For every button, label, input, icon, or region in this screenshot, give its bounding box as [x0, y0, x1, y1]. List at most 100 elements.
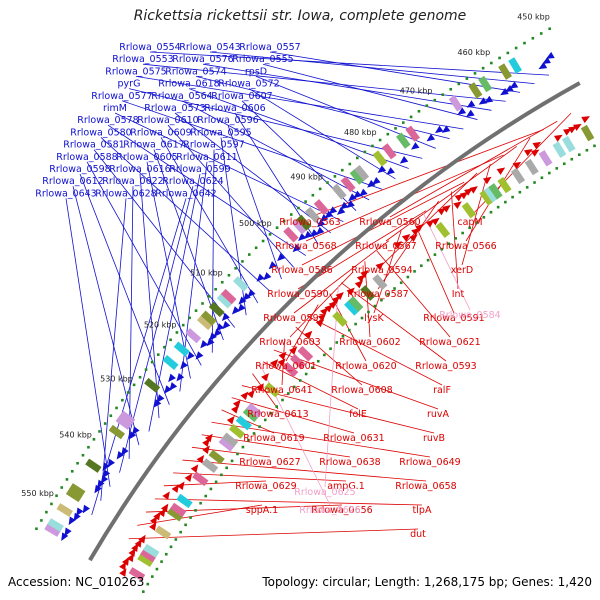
- inner-tick-dot: [426, 258, 430, 262]
- inner-tick-dot: [578, 153, 581, 156]
- forward-gene-label: Rrlowa_0554: [119, 42, 180, 53]
- outer-tick-dot: [234, 267, 237, 270]
- outer-tick-dot: [348, 162, 352, 166]
- outer-tick-dot: [457, 82, 461, 86]
- reverse-gene-arrow: [196, 454, 205, 464]
- reverse-cog-block: [228, 423, 245, 439]
- reverse-gene-arrow: [270, 359, 279, 368]
- reverse-cog-block: [524, 158, 539, 176]
- forward-gene-arrow: [304, 230, 313, 239]
- reverse-gene-label: Rrlowa_0627: [239, 457, 300, 468]
- reverse-gene-arrow: [459, 191, 469, 200]
- forward-gene-arrow: [100, 475, 109, 484]
- forward-gene-arrow: [238, 296, 247, 305]
- reverse-gene-arrow: [240, 391, 249, 400]
- reverse-leader-line: [231, 397, 355, 434]
- forward-gene-label: Rrlowa_0628: [95, 188, 156, 199]
- forward-gene-label: Rrlowa_0605: [116, 152, 177, 163]
- reverse-gene-label: Rrlowa_0592: [263, 313, 324, 324]
- forward-gene-arrow: [426, 133, 436, 142]
- reverse-gene-arrow: [464, 188, 473, 196]
- outer-tick-dot: [417, 109, 421, 113]
- reverse-gene-label: Rrlowa_0629: [235, 481, 296, 492]
- inner-tick-dot: [380, 298, 383, 302]
- reverse-cog-block: [488, 183, 503, 200]
- forward-cog-block: [498, 63, 512, 80]
- forward-leader-line: [160, 137, 259, 304]
- outer-tick-dot: [201, 302, 204, 305]
- reverse-gene-arrow: [573, 123, 582, 131]
- forward-gene-arrow: [176, 372, 185, 382]
- reverse-cog-block: [332, 311, 348, 327]
- inner-tick-dot: [236, 452, 239, 456]
- reverse-gene-arrow: [119, 561, 127, 571]
- reverse-gene-label: Rrlowa_0603: [259, 337, 320, 348]
- reverse-gene-label: Rrlowa_0567: [355, 241, 416, 252]
- reverse-gene-arrow: [261, 373, 270, 382]
- outer-tick-dot: [498, 56, 501, 60]
- forward-gene-label: Rrlowa_0597: [183, 140, 244, 151]
- reverse-gene-arrow: [415, 223, 424, 232]
- reverse-gene-arrow: [131, 543, 139, 552]
- reverse-gene-arrow: [256, 383, 264, 392]
- inner-tick-dot: [525, 186, 529, 189]
- reverse-gene-arrow: [401, 233, 411, 242]
- forward-gene-arrow: [542, 56, 551, 64]
- reverse-gene-label: ampG.1: [327, 481, 365, 492]
- reverse-gene-arrow: [278, 351, 287, 360]
- inner-tick-dot: [454, 237, 457, 240]
- kbp-tick-label: 490 kbp: [290, 172, 323, 181]
- reverse-gene-label: ralF: [433, 385, 451, 396]
- inner-tick-dot: [160, 560, 163, 563]
- reverse-cog-block: [201, 458, 219, 474]
- inner-tick-dot: [252, 432, 256, 435]
- reverse-gene-arrow: [425, 219, 435, 228]
- inner-tick-dot: [263, 418, 267, 422]
- forward-gene-arrow: [61, 532, 69, 541]
- forward-leader-line: [72, 186, 140, 446]
- reverse-gene-label: lysK: [364, 313, 384, 324]
- outer-tick-dot: [514, 46, 518, 50]
- inner-tick-dot: [373, 304, 377, 308]
- forward-leader-line: [139, 173, 160, 419]
- reverse-cog-block: [497, 176, 512, 194]
- forward-leader-line: [107, 124, 307, 256]
- outer-tick-dot: [188, 316, 191, 320]
- reverse-cog-block: [580, 124, 595, 142]
- reverse-leader-line: [297, 210, 427, 290]
- outer-tick-dot: [506, 51, 510, 55]
- reverse-cog-block: [561, 135, 576, 153]
- outer-tick-dot: [378, 138, 382, 142]
- outer-tick-dot: [425, 104, 429, 107]
- reverse-gene-arrow: [393, 241, 402, 249]
- reverse-cog-block: [461, 202, 477, 219]
- forward-leader-line: [167, 124, 294, 268]
- inner-tick-dot: [420, 264, 423, 268]
- reverse-gene-arrow: [153, 511, 161, 521]
- forward-gene-arrow: [353, 190, 362, 199]
- inner-tick-dot: [489, 210, 493, 214]
- inner-tick-dot: [304, 372, 308, 376]
- outer-tick-dot: [50, 502, 53, 506]
- forward-leader-line: [188, 88, 409, 169]
- outer-tick-dot: [60, 486, 64, 489]
- inner-tick-dot: [155, 567, 159, 571]
- outer-tick-dot: [55, 494, 58, 497]
- reverse-leader-line: [389, 120, 558, 218]
- inner-tick-dot: [341, 334, 345, 338]
- kbp-tick-label: 480 kbp: [344, 128, 377, 137]
- reverse-gene-arrow: [335, 292, 344, 301]
- reverse-leader-line: [289, 271, 354, 338]
- outer-tick-dot: [156, 353, 160, 356]
- forward-gene-arrow: [509, 81, 519, 89]
- forward-gene-arrow: [466, 109, 475, 118]
- forward-gene-arrow: [76, 507, 84, 517]
- forward-gene-label: Rrlowa_0612: [42, 176, 103, 187]
- forward-gene-arrow: [292, 244, 301, 253]
- reverse-gene-label: Rrlowa_0594: [351, 265, 412, 276]
- reverse-gene-label: Rrlowa_0587: [347, 289, 408, 300]
- forward-cog-block: [69, 483, 86, 498]
- reverse-gene-arrow: [512, 161, 522, 170]
